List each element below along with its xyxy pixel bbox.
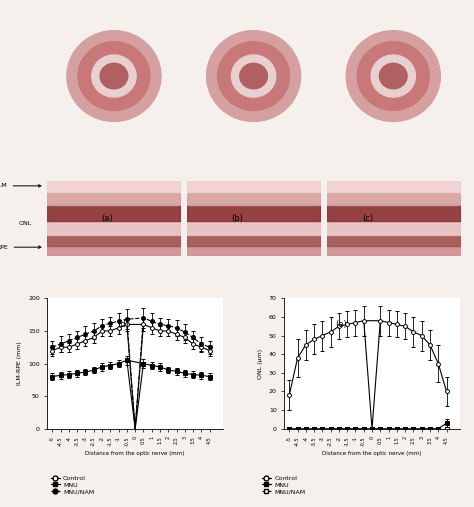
Y-axis label: ONL (μm): ONL (μm) [258, 348, 263, 379]
Polygon shape [357, 42, 429, 111]
Text: ILM: ILM [0, 184, 41, 189]
X-axis label: Distance from the optic nerve (mm): Distance from the optic nerve (mm) [85, 451, 185, 456]
Text: (a): (a) [101, 213, 112, 223]
Polygon shape [371, 55, 415, 97]
Polygon shape [346, 31, 440, 121]
Legend: Control, MNU, MNU/NAM: Control, MNU, MNU/NAM [51, 476, 94, 494]
Text: (b): (b) [231, 213, 243, 223]
Polygon shape [100, 63, 128, 89]
Text: RPE: RPE [0, 245, 41, 249]
Polygon shape [67, 31, 161, 121]
Polygon shape [92, 55, 136, 97]
Text: ONL: ONL [18, 221, 31, 226]
Polygon shape [218, 42, 290, 111]
Polygon shape [207, 31, 301, 121]
Polygon shape [240, 63, 267, 89]
Legend: Control, MNU, MNU/NAM: Control, MNU, MNU/NAM [262, 476, 305, 494]
Polygon shape [231, 55, 276, 97]
Y-axis label: ILM-RPE (mm): ILM-RPE (mm) [18, 342, 22, 385]
Polygon shape [78, 42, 150, 111]
Text: (d): (d) [117, 320, 129, 329]
Text: (e): (e) [336, 320, 347, 329]
X-axis label: Distance from the optic nerve (mm): Distance from the optic nerve (mm) [322, 451, 422, 456]
Polygon shape [380, 63, 407, 89]
Text: (c): (c) [362, 213, 373, 223]
